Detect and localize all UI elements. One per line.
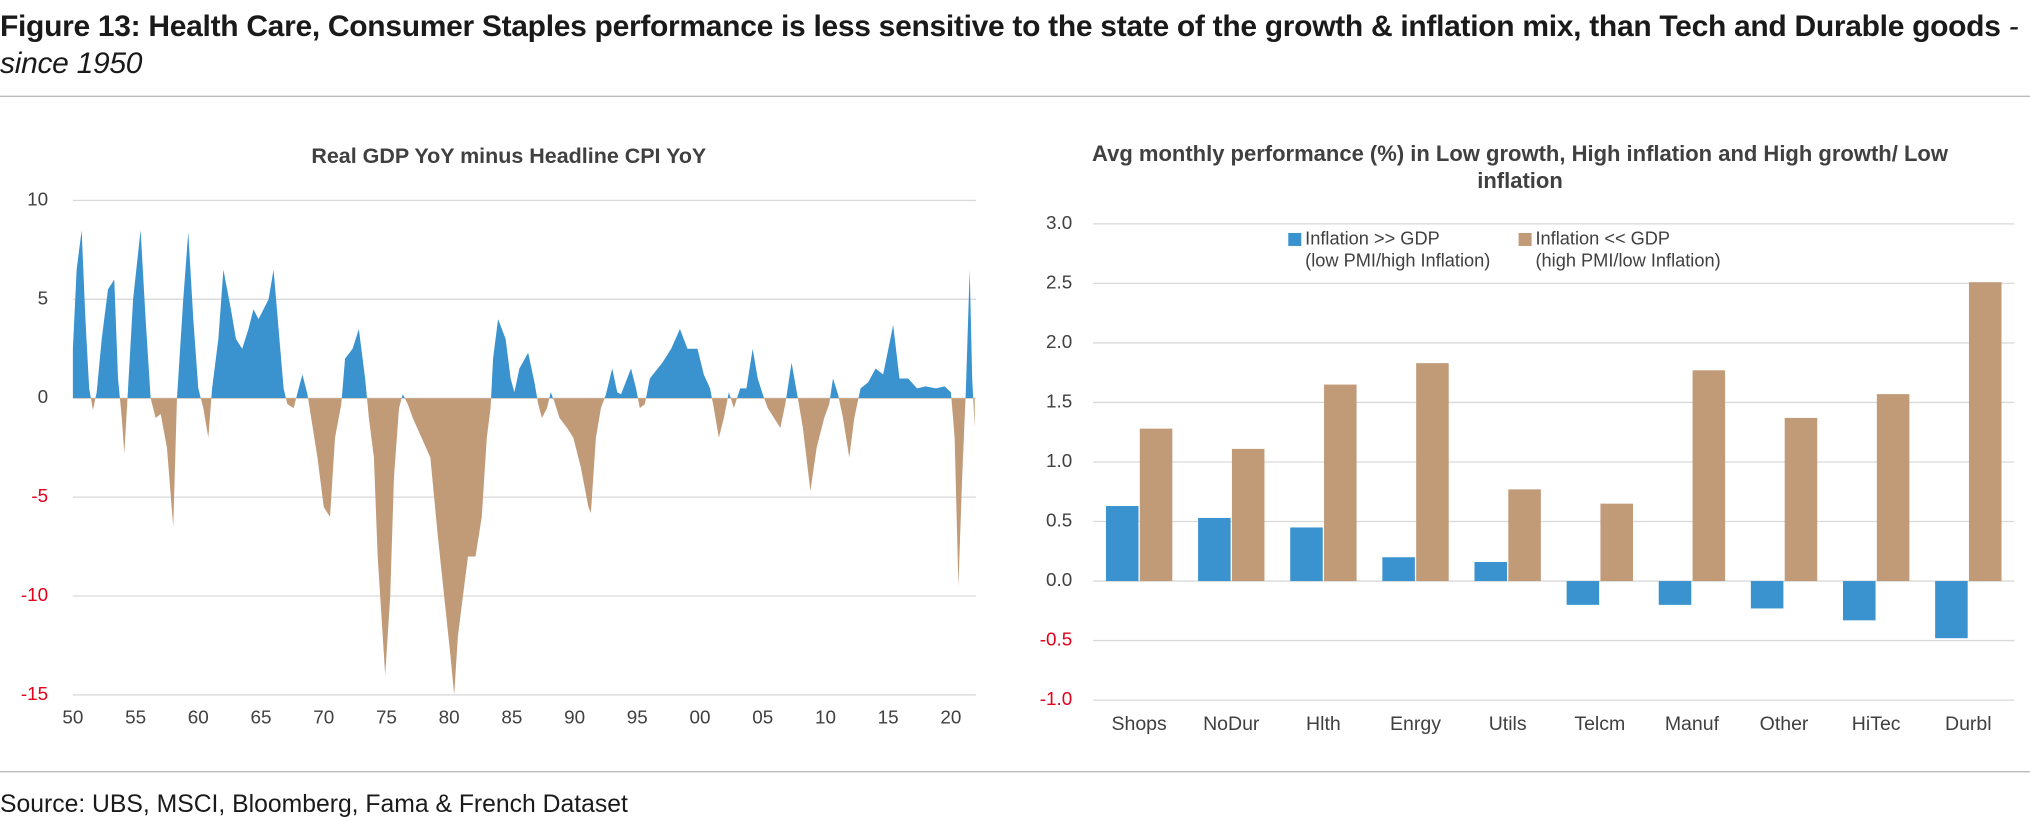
x-tick-label: HiTec bbox=[1852, 713, 1901, 735]
y-tick-label: 1.5 bbox=[1046, 390, 1072, 411]
chart-title: Avg monthly performance (%) in Low growt… bbox=[1092, 141, 1948, 193]
bar bbox=[1474, 561, 1508, 582]
figure-title: Figure 13: Health Care, Consumer Staples… bbox=[0, 8, 2030, 82]
bar bbox=[1935, 581, 1968, 639]
x-tick-label: 90 bbox=[564, 706, 585, 727]
x-tick-label: Shops bbox=[1111, 713, 1167, 735]
legend-description: (high PMI/low Inflation) bbox=[1536, 250, 1721, 270]
title: Figure 13: Health Care, Consumer Staples… bbox=[0, 10, 2001, 43]
x-tick-label: 55 bbox=[125, 706, 146, 727]
bar bbox=[1658, 581, 1692, 605]
x-tick-label: 80 bbox=[439, 706, 460, 727]
y-tick-label: -0.5 bbox=[1040, 629, 1073, 650]
y-tick-label: 2.0 bbox=[1046, 331, 1072, 352]
x-tick-label: 70 bbox=[313, 706, 334, 727]
x-tick-label: Enrgy bbox=[1390, 713, 1441, 735]
x-tick-label: 00 bbox=[690, 706, 711, 727]
x-tick-label: Telcm bbox=[1574, 713, 1625, 735]
bar bbox=[1508, 489, 1541, 582]
bar bbox=[1290, 527, 1323, 582]
x-tick-label: 15 bbox=[878, 706, 899, 727]
x-tick-label: Manuf bbox=[1665, 713, 1720, 735]
legend-swatch bbox=[1288, 232, 1302, 246]
legend-swatch bbox=[1518, 232, 1532, 246]
y-tick-label: 5 bbox=[38, 287, 49, 308]
bar bbox=[1843, 581, 1876, 621]
y-tick-label: -1.0 bbox=[1040, 688, 1073, 709]
legend-label: Inflation << GDP bbox=[1536, 228, 1671, 248]
bar bbox=[1382, 557, 1415, 582]
source: Source: UBS, MSCI, Bloomberg, Fama & Fre… bbox=[0, 791, 628, 817]
bar bbox=[1416, 363, 1449, 582]
bar bbox=[1198, 517, 1231, 582]
y-tick-label: 1.0 bbox=[1046, 450, 1072, 471]
legend-label: Inflation >> GDP bbox=[1305, 228, 1440, 248]
x-tick-label: 95 bbox=[627, 706, 648, 727]
y-tick-label: 3.0 bbox=[1046, 212, 1072, 233]
x-tick-label: 50 bbox=[62, 706, 83, 727]
bar bbox=[1324, 384, 1357, 582]
x-tick-label: NoDur bbox=[1203, 713, 1260, 735]
x-tick-label: 05 bbox=[752, 706, 773, 727]
y-tick-label: -10 bbox=[21, 584, 48, 605]
bar bbox=[1784, 417, 1818, 582]
y-tick-label: 10 bbox=[27, 188, 48, 209]
y-tick-label: 0.0 bbox=[1046, 569, 1072, 590]
x-tick-label: 65 bbox=[251, 706, 272, 727]
x-tick-label: Hlth bbox=[1306, 713, 1341, 735]
y-tick-label: -15 bbox=[21, 683, 48, 704]
x-tick-label: Utils bbox=[1489, 713, 1527, 735]
y-tick-label: 2.5 bbox=[1046, 271, 1072, 292]
legend-description: (low PMI/high Inflation) bbox=[1305, 250, 1490, 270]
bar bbox=[1876, 394, 1910, 582]
x-tick-label: 60 bbox=[188, 706, 209, 727]
chart-title: Real GDP YoY minus Headline CPI YoY bbox=[311, 144, 706, 168]
bar bbox=[1105, 506, 1139, 582]
x-tick-label: Other bbox=[1760, 713, 1809, 735]
x-tick-label: Durbl bbox=[1945, 713, 1992, 735]
bar bbox=[1139, 428, 1173, 582]
bar bbox=[1600, 503, 1633, 582]
bar bbox=[1692, 370, 1726, 582]
bar bbox=[1750, 581, 1784, 609]
x-tick-label: 20 bbox=[940, 706, 961, 727]
x-tick-label: 10 bbox=[815, 706, 836, 727]
bar bbox=[1968, 282, 2002, 582]
y-tick-label: 0 bbox=[38, 386, 49, 407]
x-tick-label: 85 bbox=[501, 706, 522, 727]
x-tick-label: 75 bbox=[376, 706, 397, 727]
subtitle: - since 1950 bbox=[0, 10, 2019, 80]
y-tick-label: 0.5 bbox=[1046, 510, 1072, 531]
bar bbox=[1231, 448, 1265, 582]
y-tick-label: -5 bbox=[31, 485, 48, 506]
bar bbox=[1566, 581, 1600, 605]
